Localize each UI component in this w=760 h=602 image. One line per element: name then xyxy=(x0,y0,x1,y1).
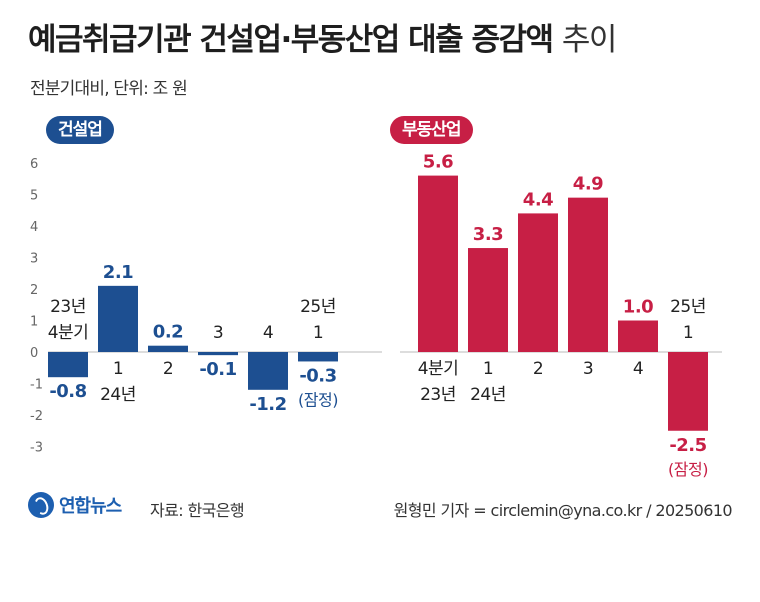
real-estate-bar xyxy=(568,197,608,352)
real-estate-value-label: 4.9 xyxy=(573,174,603,195)
real-estate-value-label: 5.6 xyxy=(423,152,453,173)
construction-bar xyxy=(48,352,88,378)
construction-value-label: -1.2 xyxy=(249,394,286,415)
construction-bar xyxy=(98,285,138,352)
construction-bar xyxy=(148,345,188,352)
construction-value-label: -0.1 xyxy=(199,359,236,380)
y-tick-label: 6 xyxy=(30,157,38,172)
real-estate-category-label: 1 xyxy=(683,323,693,343)
yonhap-logo: 연합뉴스 xyxy=(28,492,122,518)
construction-category-label: 24년 xyxy=(100,385,136,405)
construction-category-label: 2 xyxy=(163,359,173,379)
chart-subtitle: 전분기대비, 단위: 조 원 xyxy=(30,79,188,99)
construction-value-label: -0.8 xyxy=(49,381,86,402)
real-estate-category-label: 3 xyxy=(583,359,593,379)
real-estate-value-label: -2.5 xyxy=(669,435,706,456)
logo-text: 연합뉴스 xyxy=(59,496,122,517)
construction-category-label: 4 xyxy=(263,323,273,343)
construction-category-label: 3 xyxy=(213,323,223,343)
real-estate-panel-label: 부동산업 xyxy=(390,116,473,144)
construction-category-label: 1 xyxy=(113,359,123,379)
y-tick-label: 2 xyxy=(30,283,38,298)
construction-bar xyxy=(298,352,338,362)
construction-bar xyxy=(198,352,238,356)
construction-bar xyxy=(248,352,288,390)
real-estate-bar xyxy=(468,248,508,352)
construction-category-label: 25년 xyxy=(300,297,336,317)
real-estate-bar xyxy=(618,320,658,352)
y-tick-label: 1 xyxy=(30,315,38,330)
real-estate-category-label: 23년 xyxy=(420,385,456,405)
real-estate-category-label: 1 xyxy=(483,359,493,379)
real-estate-value-label: 4.4 xyxy=(523,189,553,210)
construction-value-label: -0.3 xyxy=(299,365,336,386)
y-tick-label: -3 xyxy=(30,441,43,456)
construction-category-label: 1 xyxy=(313,323,323,343)
real-estate-value-label: 1.0 xyxy=(623,297,653,318)
real-estate-bar xyxy=(668,352,708,431)
chart-title: 예금취급기관 건설업·부동산업 대출 증감액 추이 xyxy=(28,22,617,58)
real-estate-value-label: 3.3 xyxy=(473,224,503,245)
construction-category-label: 23년 xyxy=(50,297,86,317)
real-estate-category-label: 25년 xyxy=(670,297,706,317)
construction-value-label: 0.2 xyxy=(153,322,183,343)
real-estate-bar xyxy=(418,175,458,352)
credit-text: 원형민 기자 = circlemin@yna.co.kr / 20250610 xyxy=(393,501,733,520)
real-estate-bar xyxy=(518,213,558,352)
y-tick-label: 0 xyxy=(30,346,38,361)
construction-value-label: 2.1 xyxy=(103,262,133,283)
yonhap-logo-icon xyxy=(28,492,54,518)
real-estate-provisional-note: (잠정) xyxy=(668,460,708,479)
real-estate-category-label: 24년 xyxy=(470,385,506,405)
source-text: 자료: 한국은행 xyxy=(150,501,245,520)
real-estate-category-label: 4 xyxy=(633,359,643,379)
construction-panel-label: 건설업 xyxy=(46,116,114,144)
real-estate-category-label: 2 xyxy=(533,359,543,379)
y-tick-label: 5 xyxy=(30,189,38,204)
construction-provisional-note: (잠정) xyxy=(298,390,338,409)
y-tick-label: -1 xyxy=(30,378,43,393)
y-tick-label: -2 xyxy=(30,409,43,424)
y-tick-label: 3 xyxy=(30,252,38,267)
y-tick-label: 4 xyxy=(30,220,38,235)
construction-category-label: 4분기 xyxy=(48,323,89,343)
real-estate-category-label: 4분기 xyxy=(418,359,459,379)
